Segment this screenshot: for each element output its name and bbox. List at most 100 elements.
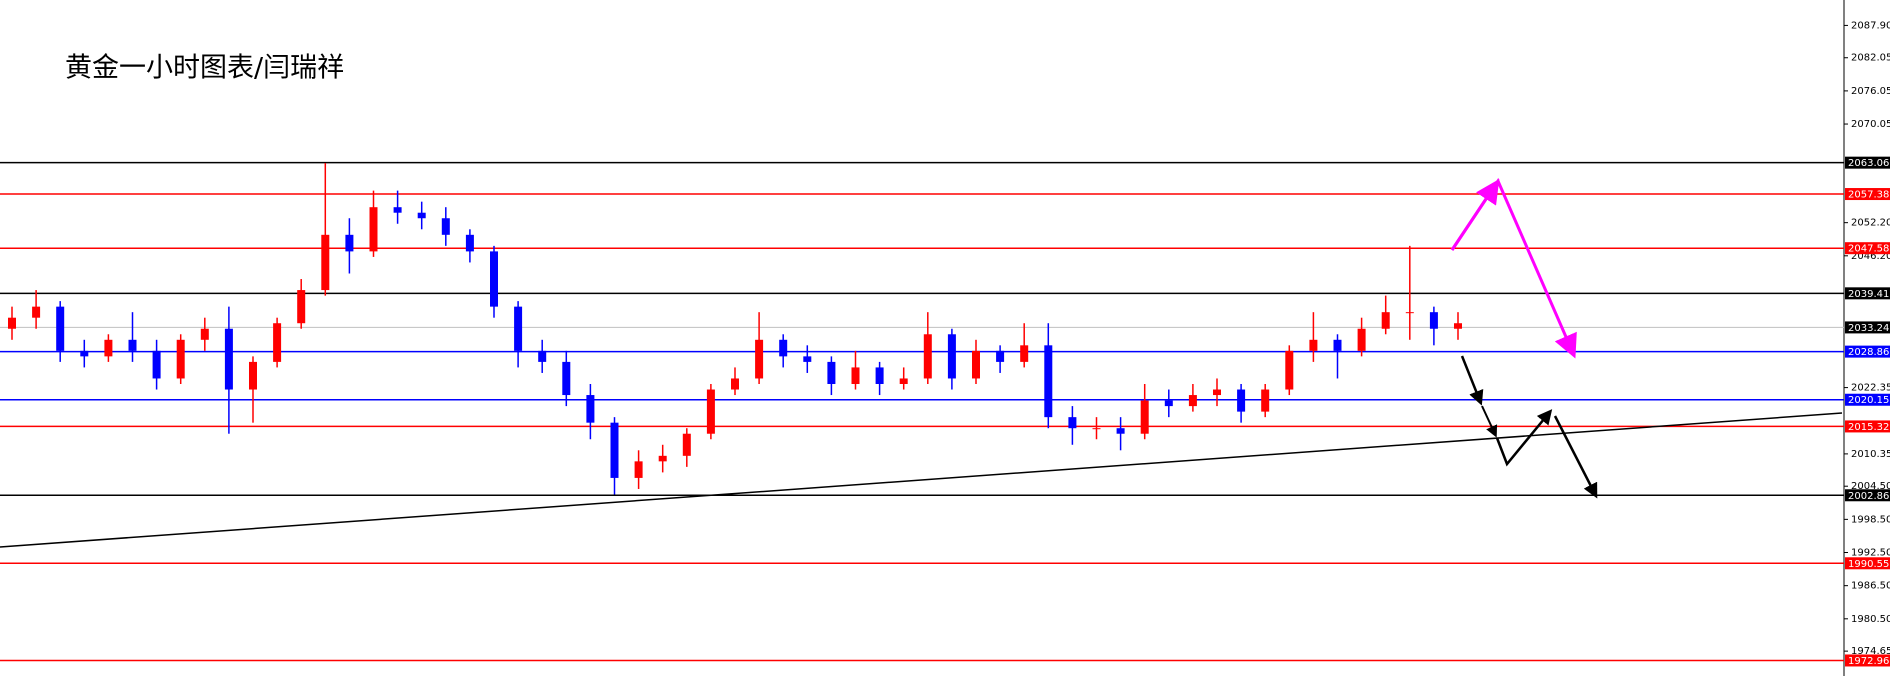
candle-body	[610, 422, 619, 478]
candle-body	[345, 234, 354, 252]
y-tick-label: 2070.05	[1851, 119, 1890, 130]
candle-body	[706, 389, 715, 434]
candle-body	[1020, 345, 1029, 362]
forecast-arrow-down	[1460, 355, 1484, 406]
candle-body	[1188, 395, 1197, 407]
candle-body	[369, 207, 378, 252]
candle-body	[1164, 400, 1173, 407]
candle-body	[128, 339, 137, 351]
trend-line	[0, 412, 1843, 548]
candle-body	[779, 339, 788, 357]
level-label: 2063.06	[1848, 158, 1889, 169]
level-label: 1972.96	[1848, 656, 1889, 667]
forecast-arrow-drop	[1553, 415, 1598, 499]
level-label: 2020.15	[1848, 395, 1889, 406]
level-label-box	[1845, 156, 1890, 169]
chart-title: 黄金一小时图表/闫瑞祥	[65, 53, 344, 84]
level-label: 2057.38	[1848, 190, 1889, 201]
y-tick-label: 2004.50	[1851, 481, 1890, 492]
y-tick-label: 1980.50	[1851, 614, 1890, 625]
y-tick-label: 1998.50	[1851, 514, 1890, 525]
candle-body	[1092, 428, 1101, 430]
y-tick-label: 2076.05	[1851, 86, 1890, 97]
candle-body	[972, 350, 980, 379]
candle-body	[1044, 345, 1053, 418]
candle-body	[1405, 312, 1414, 314]
candle-body	[1285, 350, 1294, 390]
forecast-arrow-rebound	[1495, 409, 1553, 467]
candle-body	[32, 306, 41, 318]
level-label: 2047.58	[1848, 244, 1889, 255]
candle-body	[682, 433, 691, 456]
candle-body	[393, 207, 402, 213]
level-label-box	[1845, 321, 1890, 334]
candle-body	[56, 306, 65, 351]
candle-body	[249, 361, 257, 390]
candle-body	[899, 378, 908, 384]
candle-body	[80, 350, 89, 357]
candle-body	[947, 334, 956, 379]
y-tick-label: 1986.50	[1851, 581, 1890, 592]
candle-body	[1333, 339, 1342, 351]
y-tick-label: 2052.20	[1851, 218, 1890, 229]
level-label: 2033.24	[1848, 323, 1889, 334]
candle-body	[1237, 389, 1246, 412]
candle-body	[586, 395, 595, 423]
y-tick-label: 2046.20	[1851, 251, 1890, 262]
candle-body	[1261, 389, 1270, 412]
candle-body	[562, 361, 571, 396]
level-label-box	[1845, 345, 1890, 358]
level-label: 2002.86	[1848, 491, 1889, 502]
y-tick-label: 1974.65	[1851, 646, 1890, 657]
candle-body	[321, 234, 330, 291]
y-tick-label: 1992.50	[1851, 548, 1890, 559]
forecast-arrow-down	[1481, 405, 1498, 438]
candle-body	[996, 350, 1005, 362]
candle-body	[465, 234, 474, 252]
candle-body	[1309, 339, 1318, 351]
candle-body	[634, 461, 643, 478]
candle-body	[875, 367, 884, 384]
candle-body	[104, 339, 113, 357]
y-tick-label: 2010.35	[1851, 449, 1890, 460]
candle-body	[417, 212, 426, 219]
candle-body	[1357, 328, 1366, 351]
level-label: 1990.55	[1848, 559, 1889, 570]
y-tick-label: 2082.05	[1851, 53, 1890, 64]
candle-body	[1068, 417, 1077, 429]
level-label-box	[1845, 420, 1890, 433]
candle-body	[658, 455, 667, 462]
candle-body	[1213, 389, 1221, 396]
candle-body	[1381, 312, 1390, 329]
y-tick-label: 2022.35	[1851, 383, 1890, 394]
candle-body	[731, 378, 739, 390]
candle-body	[176, 339, 185, 379]
level-label-box	[1845, 557, 1890, 570]
candle-body	[1140, 400, 1149, 434]
level-label: 2028.86	[1848, 347, 1889, 358]
level-label-box	[1845, 393, 1890, 406]
candle-body	[152, 350, 161, 379]
candle-body	[297, 290, 306, 324]
level-label-box	[1845, 188, 1890, 201]
candle-body	[1429, 312, 1438, 329]
candle-body	[1116, 428, 1125, 434]
forecast-arrow-head	[1450, 179, 1500, 251]
candle-body	[224, 328, 233, 390]
candle-body	[1454, 323, 1462, 329]
level-label-box	[1845, 654, 1890, 667]
candle-body	[803, 356, 812, 362]
candle-body	[490, 251, 498, 307]
y-tick-label: 2087.90	[1851, 20, 1890, 31]
candle-body	[441, 218, 450, 235]
candle-body	[538, 350, 547, 362]
level-label-box	[1845, 489, 1890, 502]
candle-body	[827, 361, 836, 384]
candle-body	[851, 367, 860, 384]
level-label-box	[1845, 242, 1890, 255]
candle-body	[8, 317, 16, 329]
candle-body	[755, 339, 764, 379]
level-label: 2039.41	[1848, 289, 1889, 300]
